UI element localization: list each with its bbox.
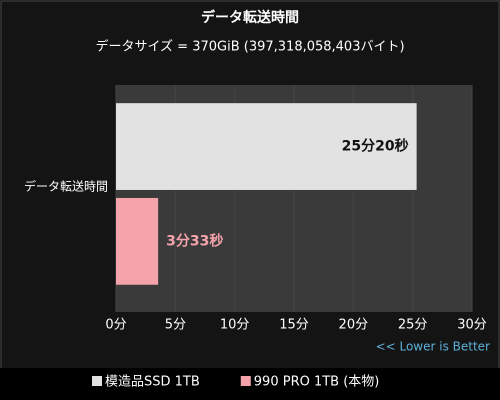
x-tick-label: 0分 [105, 318, 126, 333]
legend-swatch [92, 376, 102, 386]
chart-subtitle: データサイズ = 370GiB (397,318,058,403バイト) [95, 39, 404, 55]
bar [116, 197, 159, 285]
x-tick-label: 20分 [339, 318, 369, 333]
y-tick-label: データ転送時間 [24, 179, 108, 194]
x-tick-label: 30分 [457, 318, 487, 333]
x-tick-label: 5分 [165, 318, 186, 333]
annotation: << Lower is Better [376, 340, 490, 354]
x-tick-label: 15分 [279, 318, 309, 333]
value-label: 3分33秒 [166, 232, 223, 249]
value-label: 25分20秒 [342, 138, 409, 155]
x-tick-label: 10分 [220, 318, 250, 333]
chart-title: データ転送時間 [201, 9, 299, 26]
x-tick-label: 25分 [398, 318, 428, 333]
legend-label: 模造品SSD 1TB [105, 375, 200, 390]
legend-label: 990 PRO 1TB (本物) [254, 375, 380, 390]
legend-swatch [240, 376, 251, 386]
bar [116, 103, 417, 190]
